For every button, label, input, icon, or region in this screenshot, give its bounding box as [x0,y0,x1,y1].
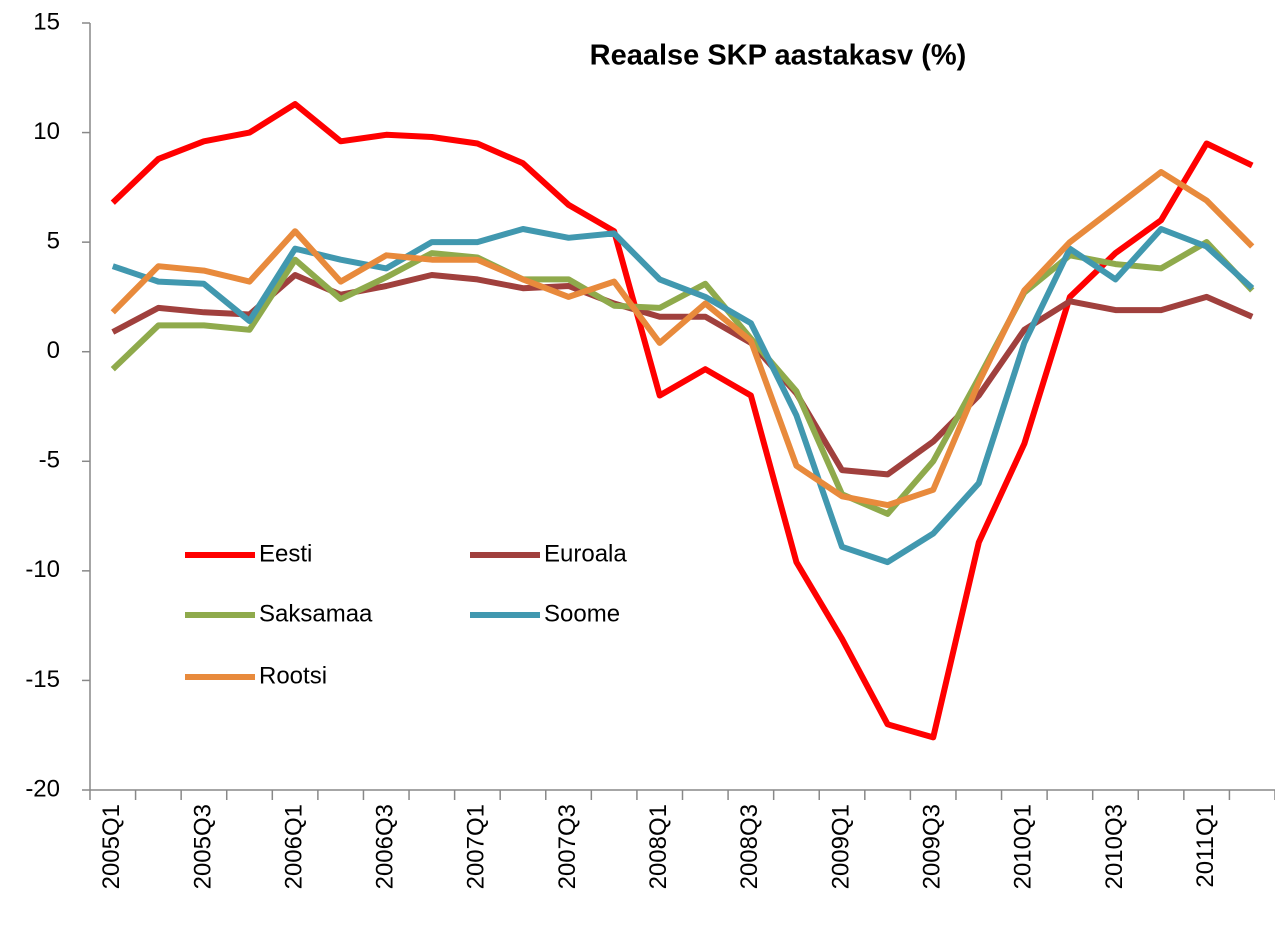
x-tick-label: 2005Q3 [189,804,216,889]
x-tick-label: 2007Q1 [463,804,490,889]
x-tick-label: 2008Q1 [645,804,672,889]
series-line [110,101,1254,741]
chart-title: Reaalse SKP aastakasv (%) [590,40,967,72]
y-tick-label: 5 [47,227,60,254]
y-tick-label: 0 [47,337,60,364]
legend-label: Eesti [259,540,312,567]
series-line [110,169,1255,509]
x-tick-label: 2007Q3 [554,804,581,889]
y-tick-label: -5 [39,447,60,474]
x-tick-label: 2006Q1 [280,804,307,889]
x-tick-label: 2011Q1 [1192,804,1219,888]
x-tick-label: 2010Q3 [1101,804,1128,889]
series-line [111,272,1254,478]
y-tick-label: 10 [33,118,60,145]
x-tick-label: 2010Q1 [1010,804,1037,889]
series-line [111,226,1255,566]
x-tick-label: 2006Q3 [372,804,399,889]
x-tick-label: 2005Q1 [98,804,125,889]
legend-label: Euroala [544,540,627,567]
y-tick-label: -10 [25,556,60,583]
x-tick-label: 2009Q1 [827,804,854,889]
legend-label: Soome [544,600,620,627]
y-tick-label: 15 [33,8,60,35]
legend-label: Rootsi [259,662,327,689]
y-tick-label: -20 [25,775,60,802]
x-tick-label: 2009Q3 [919,804,946,889]
y-tick-label: -15 [25,666,60,693]
x-tick-label: 2008Q3 [736,804,763,889]
legend-label: Saksamaa [259,600,373,627]
